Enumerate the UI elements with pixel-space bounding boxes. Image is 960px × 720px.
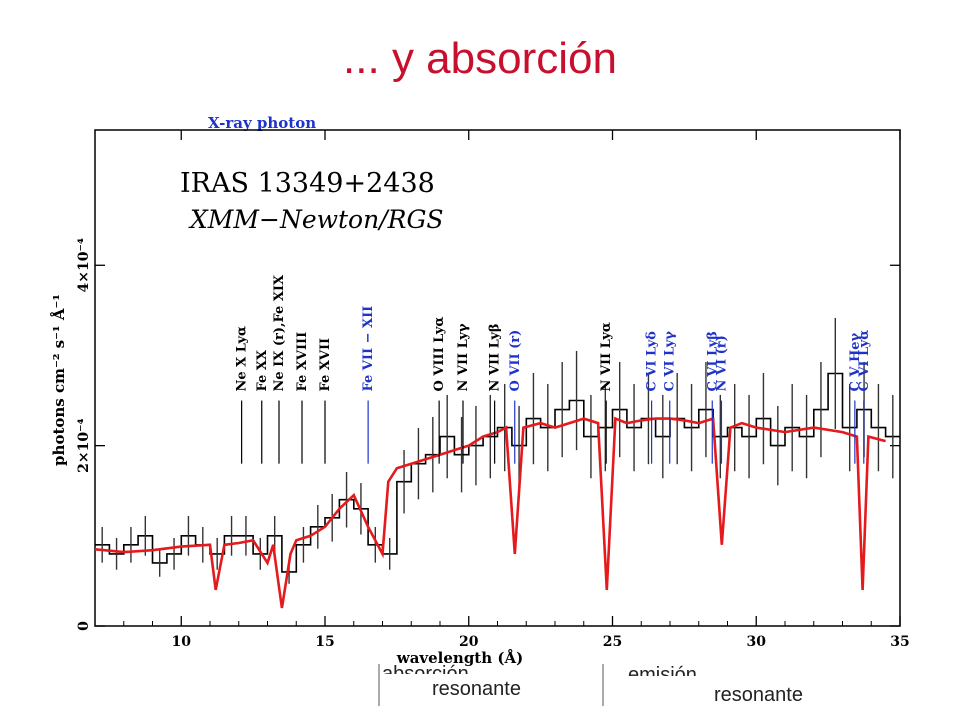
y-tick-label-1: 2×10⁻⁴: [76, 418, 92, 472]
line-label-16: C VI Lyα: [857, 330, 872, 392]
line-label-1: Fe XX: [255, 349, 270, 391]
line-label-4: Fe XVII: [318, 338, 333, 392]
series-data-histogram: [95, 372, 900, 573]
line-label-8: N VII Lyβ: [488, 323, 503, 391]
line-label-7: N VII Lyγ: [456, 323, 471, 391]
x-tick-label-3: 25: [603, 634, 622, 650]
absorption-label: resonante: [432, 678, 521, 700]
x-tick-label-1: 15: [315, 634, 334, 650]
line-label-15: C V Heγ: [848, 332, 863, 391]
y-tick-label-2: 4×10⁻⁴: [76, 238, 92, 292]
x-tick-label-2: 20: [459, 634, 479, 650]
line-label-6: O VIII Lyα: [432, 317, 447, 392]
line-label-0: Ne X Lyα: [235, 326, 250, 392]
x-axis-label: wavelength (Å): [396, 649, 523, 667]
absorption-word: absorción: [382, 663, 469, 674]
emission-label: resonante: [714, 684, 803, 706]
line-label-5: Fe VII − XII: [361, 306, 376, 392]
chart-title: IRAS 13349+2438: [180, 168, 435, 199]
bottom-bracket-right: [602, 664, 604, 706]
emission-word: emisión: [628, 664, 697, 676]
figure-header-text: X-ray photon: [208, 114, 316, 132]
line-label-12: C VI Lyγ: [663, 331, 678, 392]
series-model: [94, 416, 886, 609]
x-tick-label-4: 30: [747, 634, 767, 650]
line-label-3: Fe XVIII: [295, 332, 310, 392]
line-label-11: C VI Lyδ: [645, 331, 660, 392]
line-label-2: Ne IX (r),Fe XIX: [272, 274, 287, 392]
line-label-13: C VI Lyβ: [705, 331, 720, 391]
spectrum-chart: X-ray photon IRAS 13349+2438 XMM−Newton/…: [50, 114, 910, 667]
x-tick-label-5: 35: [890, 634, 909, 650]
chart-subtitle: XMM−Newton/RGS: [188, 205, 444, 234]
y-tick-label-0: 0: [76, 621, 92, 631]
line-label-9: O VII (r): [508, 330, 523, 392]
x-tick-label-0: 10: [172, 634, 192, 650]
bottom-bracket-left: [378, 664, 380, 706]
spectrum-figure: X-ray photon IRAS 13349+2438 XMM−Newton/…: [40, 110, 910, 685]
y-axis-label: photons cm⁻² s⁻¹ Å⁻¹: [50, 294, 68, 466]
line-label-10: N VII Lyα: [599, 322, 614, 391]
slide-title: ... y absorción: [343, 34, 617, 83]
line-label-14: N VI (r): [714, 335, 729, 391]
